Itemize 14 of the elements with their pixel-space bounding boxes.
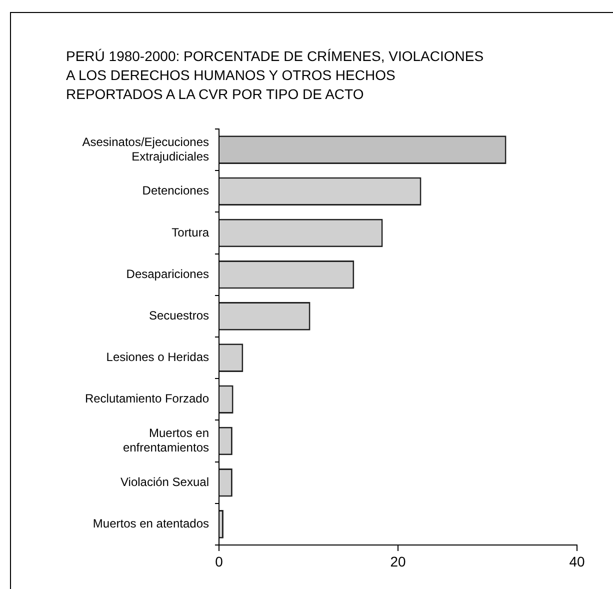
x-tick-label: 20	[390, 553, 406, 570]
y-tick-label: Tortura	[172, 225, 210, 240]
x-tick-label: 0	[215, 553, 224, 570]
x-tick-label: 40	[569, 553, 585, 570]
chart-title: PERÚ 1980-2000: PORCENTADE DE CRÍMENES, VIOLACIONES A LOS DERECHOS HUMANOS Y OTROS HECHOS REPORTADOS A LA CVR POR TIPO DE ACTO	[66, 47, 485, 104]
y-tick-label: Asesinatos/Ejecuciones Extrajudiciales	[82, 134, 209, 164]
y-tick-label: Secuestros	[148, 308, 209, 323]
y-tick-label: Lesiones o Heridas	[106, 350, 209, 364]
y-tick-label: Desapariciones	[126, 266, 209, 281]
y-tick-label: Muertos en atentados	[92, 516, 209, 531]
y-tick-label: Reclutamiento Forzado	[84, 392, 210, 406]
y-tick-label: Violación Sexual	[120, 474, 209, 489]
y-tick-label: Detenciones	[142, 184, 209, 198]
y-tick-label: Muertos en enfrentamientos	[122, 426, 209, 455]
